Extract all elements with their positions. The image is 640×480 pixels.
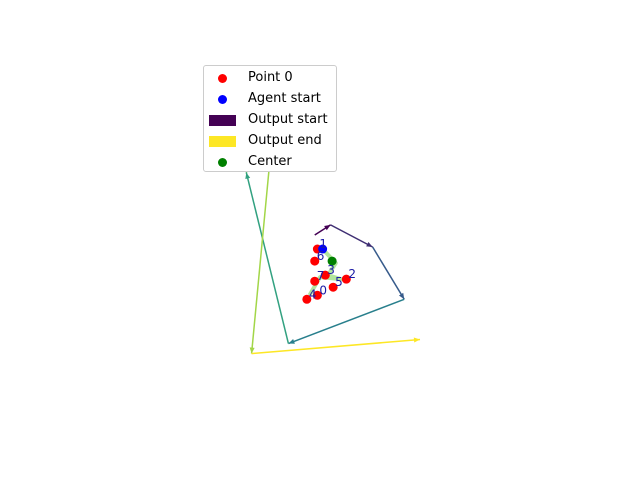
point-label-7: 7 <box>317 269 325 283</box>
output-arrow-7-line <box>252 340 420 354</box>
point-label-6: 6 <box>317 249 325 263</box>
legend-entry-point-0: Point 0 <box>204 69 338 89</box>
point-label-4: 4 <box>309 287 317 301</box>
legend-label-point-0: Point 0 <box>248 70 293 85</box>
legend-entry-output-end: Output end <box>204 132 338 152</box>
legend-entry-center: Center <box>204 153 338 173</box>
point-label-3: 3 <box>327 263 335 277</box>
legend-label-agent-start: Agent start <box>248 91 321 106</box>
legend-label-output-end: Output end <box>248 133 322 148</box>
chart-legend: Point 0 Agent start Output start Output … <box>203 65 337 172</box>
legend-marker-output-end <box>209 136 236 147</box>
output-arrow-3-head <box>288 339 294 344</box>
point-label-5: 5 <box>335 275 343 289</box>
output-arrow-4-line <box>246 173 288 344</box>
legend-marker-center <box>209 157 236 168</box>
output-arrow-0 <box>315 225 331 235</box>
legend-entry-output-start: Output start <box>204 111 338 131</box>
output-arrow-2 <box>373 247 405 299</box>
legend-marker-agent-start <box>209 94 236 105</box>
output-arrow-3-line <box>288 299 404 343</box>
output-arrow-3 <box>288 299 404 343</box>
output-arrow-1-line <box>331 225 373 247</box>
point-label-2: 2 <box>348 267 356 281</box>
legend-marker-point-0 <box>209 73 236 84</box>
legend-marker-output-start <box>209 115 236 126</box>
output-arrow-7 <box>252 338 420 354</box>
legend-entry-agent-start: Agent start <box>204 90 338 110</box>
legend-label-output-start: Output start <box>248 112 328 127</box>
output-arrow-1 <box>331 225 373 247</box>
point-label-0: 0 <box>319 283 327 297</box>
output-arrow-2-line <box>373 247 405 299</box>
legend-label-center: Center <box>248 154 292 169</box>
